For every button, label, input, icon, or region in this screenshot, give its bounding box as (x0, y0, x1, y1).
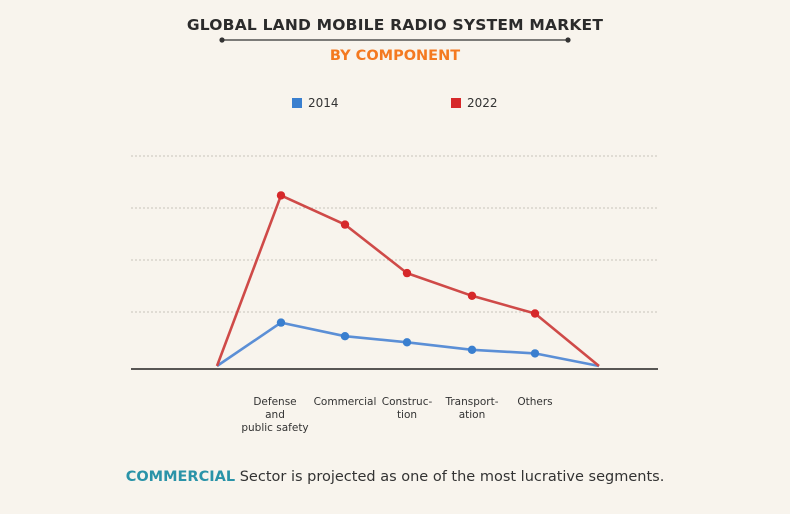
legend-label-2014: 2014 (308, 96, 339, 110)
point-2022-2 (402, 268, 412, 278)
footer-note: COMMERCIAL Sector is projected as one of… (0, 469, 790, 485)
chart-title: GLOBAL LAND MOBILE RADIO SYSTEM MARKET (186, 16, 604, 34)
point-2022-0 (276, 191, 286, 200)
category-label-2: Construc-tion (382, 396, 433, 421)
legend-item-2022: 2022 (451, 96, 498, 110)
legend-swatch-2014 (292, 98, 302, 108)
footer-text: Sector is projected as one of the most l… (235, 469, 665, 485)
point-2014-4 (530, 349, 540, 358)
chart-subtitle: BY COMPONENT (329, 48, 461, 64)
category-label-1: Commercial (314, 396, 377, 408)
point-2022-1 (340, 220, 350, 229)
point-2014-3 (467, 345, 477, 354)
category-label-3: Transport-ation (444, 396, 498, 421)
point-2014-1 (340, 332, 350, 341)
footer-highlight: COMMERCIAL (125, 469, 236, 485)
point-2014-0 (276, 318, 286, 327)
legend-item-2014: 2014 (292, 96, 339, 110)
point-2022-3 (467, 291, 477, 300)
category-label-0: Defense and public safety (241, 396, 308, 434)
legend-label-2022: 2022 (467, 96, 498, 110)
point-2014-2 (402, 338, 412, 347)
category-label-4: Others (517, 396, 552, 408)
legend-swatch-2022 (451, 98, 461, 108)
point-2022-4 (530, 309, 540, 318)
